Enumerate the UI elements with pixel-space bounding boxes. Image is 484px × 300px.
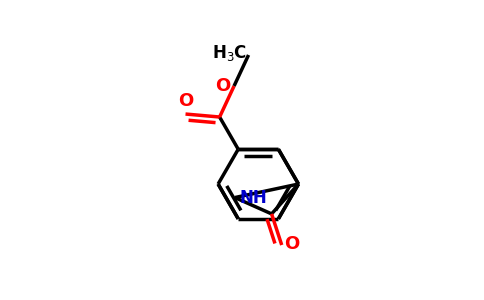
Text: NH: NH	[240, 189, 267, 207]
Text: O: O	[178, 92, 193, 110]
Text: O: O	[215, 77, 230, 95]
Text: H$_3$C: H$_3$C	[212, 44, 247, 64]
Text: O: O	[284, 235, 299, 253]
